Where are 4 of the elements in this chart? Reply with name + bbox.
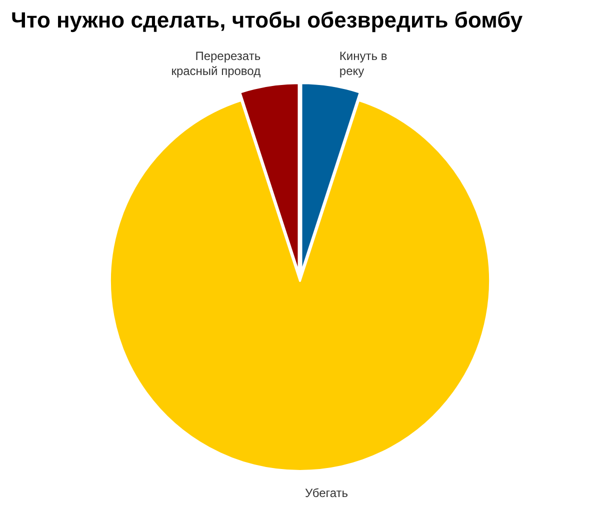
slice-label: Убегать	[305, 486, 348, 500]
slice-label: Кинуть в реку	[339, 49, 388, 78]
chart-title: Что нужно сделать, чтобы обезвредить бомбу	[11, 8, 524, 32]
slice-label: Перерезать красный провод	[171, 49, 261, 78]
